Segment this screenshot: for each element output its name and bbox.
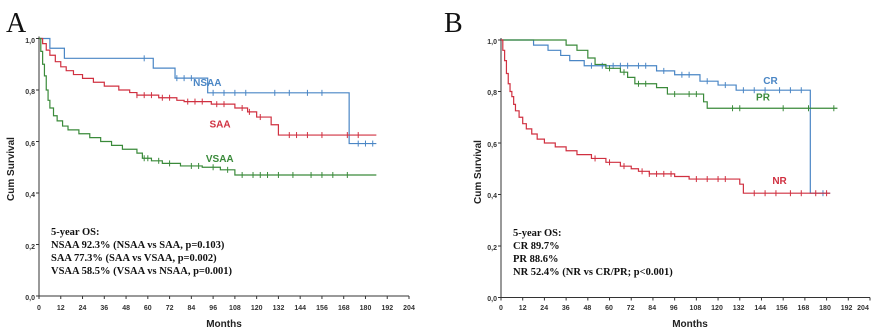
panel-b-x-tick-label: 48: [584, 305, 592, 312]
panel-b-x-tick-label: 180: [819, 305, 831, 312]
panel-a-x-tick-label: 180: [360, 305, 372, 312]
panel-b-cr-survival-curve: [501, 39, 831, 194]
panel-a-x-tick-label: 12: [57, 305, 65, 312]
panel-b-annotation: 5-year OS: CR 89.7% PR 88.6% NR 52.4% (N…: [513, 228, 673, 278]
panel-a-saa-survival-curve: [39, 37, 377, 136]
panel-a-saa-series-label: SAA: [209, 119, 230, 130]
panel-a-plot-area: NSAA SAA VSAA: [39, 37, 377, 178]
panel-b-y-tick-label: 0,8: [487, 90, 497, 97]
panel-a-vsaa-series-label: VSAA: [206, 154, 234, 165]
panel-a-annotation-line: NSAA 92.3% (NSAA vs SAA, p=0.103): [51, 240, 225, 251]
panel-b-y-tick-label: 0,6: [487, 142, 497, 149]
panel-b-y-tick-label: 0,2: [487, 245, 497, 252]
panel-a-x-tick-label: 156: [316, 305, 328, 312]
panel-b-x-tick-label: 12: [519, 305, 527, 312]
panel-a-y-tick-label: 0,4: [25, 192, 35, 199]
panel-b: B Cum Survival Months 0,0 0,2 0,4 0,6 0,…: [444, 8, 871, 330]
panel-b-pr-series-label: PR: [756, 93, 771, 104]
panel-a-annotation-heading: 5-year OS:: [51, 227, 100, 238]
panel-b-x-tick-label: 204: [857, 305, 869, 312]
panel-a-x-tick-labels: 0 12 24 36 48 60 72 84 96 108 120 132 14…: [37, 305, 415, 312]
panel-b-x-tick-label: 132: [733, 305, 745, 312]
panel-b-annotation-heading: 5-year OS:: [513, 228, 562, 239]
panel-a-y-tick-label: 0,0: [25, 295, 35, 302]
panel-a-nsaa-series-label: NSAA: [193, 78, 221, 89]
panel-a-annotation-line: SAA 77.3% (SAA vs VSAA, p=0.002): [51, 253, 217, 264]
panel-a-x-tick-label: 72: [166, 305, 174, 312]
panel-b-x-tick-labels: 0 12 24 36 48 60 72 84 96 108 120 132 14…: [499, 305, 869, 312]
panel-a-x-tick-label: 120: [251, 305, 263, 312]
panel-b-x-tick-label: 120: [711, 305, 723, 312]
panel-b-nr-series-label: NR: [772, 176, 787, 187]
panel-a-vsaa-survival-curve: [39, 37, 377, 176]
panel-a-x-tick-label: 48: [122, 305, 130, 312]
panel-b-cr-series-label: CR: [763, 76, 778, 87]
panel-b-x-tick-label: 0: [499, 305, 503, 312]
panel-b-x-tick-label: 108: [690, 305, 702, 312]
panel-b-x-tick-label: 156: [776, 305, 788, 312]
panel-a-x-tick-label: 84: [188, 305, 196, 312]
panel-b-annotation-line: PR 88.6%: [513, 254, 559, 265]
panel-a-x-axis-title: Months: [206, 319, 242, 330]
panel-a-annotation: 5-year OS: NSAA 92.3% (NSAA vs SAA, p=0.…: [51, 227, 233, 277]
panel-b-y-tick-label: 0,4: [487, 193, 497, 200]
panel-b-x-tick-label: 24: [540, 305, 548, 312]
panel-a-annotation-line: VSAA 58.5% (VSAA vs NSAA, p=0.001): [51, 266, 233, 277]
panel-a-y-tick-label: 0,2: [25, 244, 35, 251]
panel-b-y-tick-label: 1,0: [487, 39, 497, 46]
panel-b-y-tick-labels: 0,0 0,2 0,4 0,6 0,8 1,0: [487, 39, 497, 303]
panel-b-x-axis-title: Months: [672, 319, 708, 330]
panel-a-x-tick-label: 0: [37, 305, 41, 312]
panel-a-y-tick-labels: 0,0 0,2 0,4 0,6 0,8 1,0: [25, 38, 35, 302]
panel-a-y-tick-label: 0,8: [25, 89, 35, 96]
panel-a-x-tick-label: 60: [144, 305, 152, 312]
panel-b-annotation-line: NR 52.4% (NR vs CR/PR; p<0.001): [513, 267, 673, 278]
panel-a-x-tick-label: 168: [338, 305, 350, 312]
panel-a-x-tick-label: 192: [381, 305, 393, 312]
panel-a-nsaa-survival-curve: [39, 37, 377, 145]
panel-a-y-axis-title: Cum Survival: [6, 137, 17, 201]
panel-b-letter: B: [444, 8, 463, 39]
panel-b-annotation-line: CR 89.7%: [513, 241, 560, 252]
panel-a-x-tick-label: 204: [403, 305, 415, 312]
panel-a-x-tick-label: 144: [294, 305, 306, 312]
panel-b-y-tick-label: 0,0: [487, 296, 497, 303]
panel-a-x-tick-label: 108: [229, 305, 241, 312]
panel-b-x-tick-label: 72: [627, 305, 635, 312]
panel-a: A Cum Survival Months 0,0 0,2 0,4 0,6 0,…: [6, 8, 415, 330]
panel-a-axes: [36, 36, 410, 299]
panel-b-x-tick-label: 60: [605, 305, 613, 312]
panel-a-letter: A: [6, 8, 27, 39]
panel-a-x-tick-label: 132: [273, 305, 285, 312]
panel-b-x-tick-label: 144: [754, 305, 766, 312]
panel-a-y-tick-label: 0,6: [25, 141, 35, 148]
panel-b-x-tick-label: 36: [562, 305, 570, 312]
panel-b-x-tick-label: 168: [798, 305, 810, 312]
panel-a-x-tick-label: 96: [209, 305, 217, 312]
panel-b-x-tick-label: 84: [648, 305, 656, 312]
panel-b-x-tick-label: 96: [670, 305, 678, 312]
panel-a-x-tick-label: 24: [79, 305, 87, 312]
panel-b-plot-area: CR PR NR: [501, 39, 838, 197]
panel-b-y-axis-title: Cum Survival: [473, 140, 484, 204]
panel-b-axes: [498, 38, 871, 301]
panel-a-x-tick-label: 36: [100, 305, 108, 312]
panel-b-x-tick-label: 192: [841, 305, 853, 312]
panel-a-y-tick-label: 1,0: [25, 38, 35, 45]
panel-b-nr-survival-curve: [501, 39, 831, 194]
